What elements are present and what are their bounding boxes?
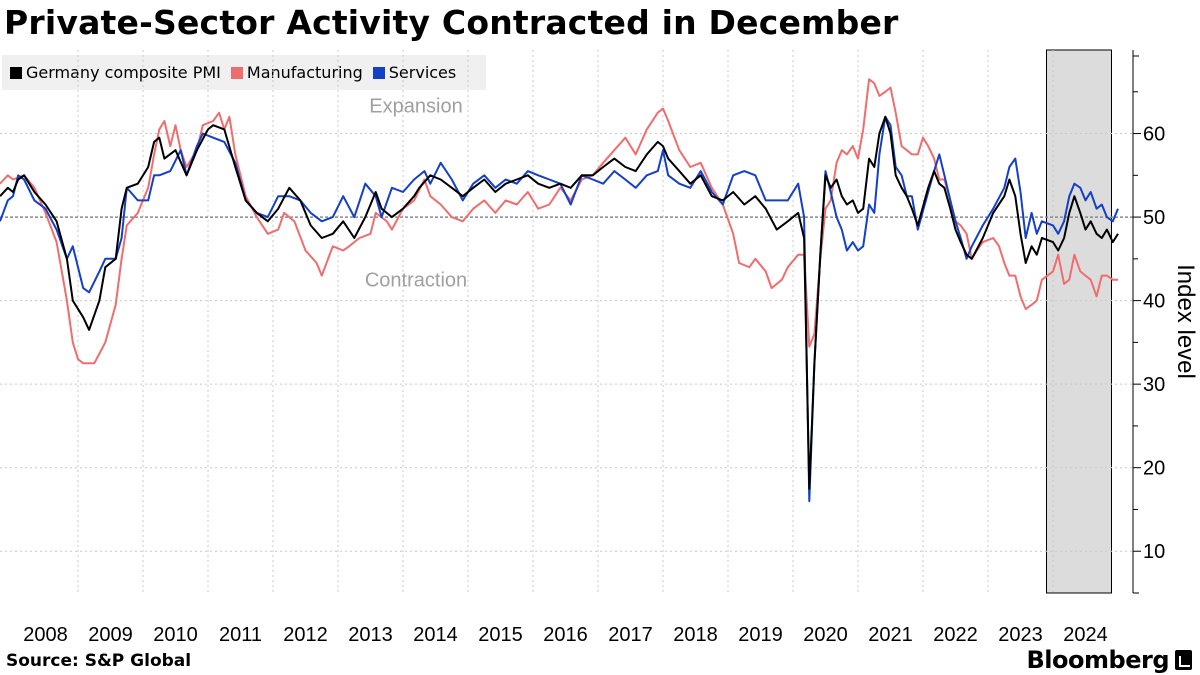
shaded-period: [1046, 49, 1112, 594]
annotation-contraction: Contraction: [365, 269, 467, 291]
legend-swatch-composite: [10, 66, 22, 79]
legend-label-services: Services: [388, 63, 457, 82]
legend-item-composite: Germany composite PMI: [10, 63, 221, 82]
x-tick-label-2014: 2014: [413, 624, 458, 646]
x-tick-label-2024: 2024: [1063, 624, 1108, 646]
series-line-services: [0, 115, 1119, 503]
source-note: Source: S&P Global: [6, 651, 192, 671]
x-tick-label-2008: 2008: [23, 624, 68, 646]
legend-label-manufacturing: Manufacturing: [246, 63, 363, 82]
x-tick-label-2020: 2020: [803, 624, 848, 646]
series-line-manufacturing: [0, 78, 1118, 365]
chart-title: Private-Sector Activity Contracted in De…: [4, 3, 899, 42]
y-axis-title: Index level: [1172, 264, 1199, 379]
y-tick-label-60: 60: [1143, 124, 1165, 146]
x-tick-label-2016: 2016: [543, 624, 588, 646]
x-tick-label-2023: 2023: [998, 624, 1043, 646]
x-tick-label-2018: 2018: [673, 624, 718, 646]
legend-item-services: Services: [372, 63, 457, 82]
x-tick-label-2019: 2019: [738, 624, 783, 646]
brand-text: Bloomberg: [1026, 646, 1170, 674]
legend-swatch-manufacturing: [230, 66, 243, 79]
bloomberg-chart-icon: [1175, 650, 1192, 670]
bloomberg-logo: Bloomberg: [1027, 646, 1192, 674]
x-tick-label-2015: 2015: [478, 624, 523, 646]
annotation-expansion: Expansion: [369, 96, 462, 118]
x-tick-label-2017: 2017: [608, 624, 653, 646]
legend-swatch-services: [372, 66, 385, 79]
x-tick-label-2011: 2011: [219, 624, 262, 646]
y-tick-label-40: 40: [1143, 291, 1165, 313]
y-tick-label-30: 30: [1143, 374, 1165, 396]
y-tick-label-50: 50: [1143, 207, 1165, 229]
legend: Germany composite PMI Manufacturing Serv…: [2, 55, 486, 90]
x-tick-label-2021: 2021: [868, 624, 913, 646]
series-line-germany-composite-pmi: [0, 115, 1119, 490]
x-tick-label-2012: 2012: [283, 624, 328, 646]
x-tick-label-2013: 2013: [348, 624, 393, 646]
y-tick-label-20: 20: [1143, 458, 1165, 480]
x-tick-label-2022: 2022: [933, 624, 978, 646]
x-tick-label-2009: 2009: [88, 624, 133, 646]
y-tick-label-10: 10: [1143, 541, 1165, 563]
legend-label-composite: Germany composite PMI: [26, 63, 221, 82]
x-tick-label-2010: 2010: [153, 624, 198, 646]
legend-item-manufacturing: Manufacturing: [230, 63, 363, 82]
